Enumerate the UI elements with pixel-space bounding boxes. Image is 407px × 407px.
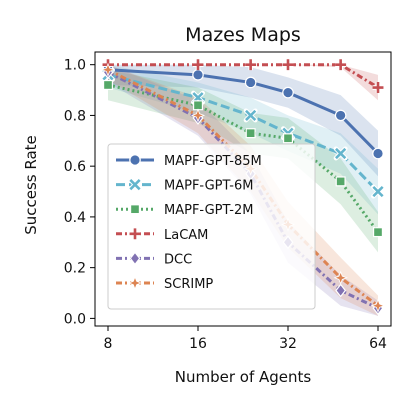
y-tick-label: 0.2 [64,261,86,277]
line-mapf-gpt-85m [107,68,380,155]
axes: 8 16 32 64 0.0 0.2 0.4 0.6 0.8 1.0 [64,51,392,352]
legend: MAPF-GPT-85M MAPF-GPT-6M MAPF-GPT-2M LaCAM D… [107,143,316,310]
point-lacam-32 [282,59,294,71]
legend-marker-mapf-gpt-85m [129,154,141,166]
point-mapf-gpt-6m-64 [371,184,385,199]
line-scrimp [107,68,379,307]
point-mapf-gpt-85m-16 [192,69,204,81]
band-lacam [108,64,378,101]
line-mapf-gpt-2m [107,83,380,234]
point-scrimp-48 [333,270,348,285]
band-mapf-gpt-6m [108,64,378,215]
point-lacam-64 [372,82,384,93]
legend-marker-lacam [129,228,141,240]
x-tick-label: 64 [369,336,387,352]
point-mapf-gpt-6m-24 [243,108,258,123]
chart-title: Mazes Maps [185,24,301,46]
point-scrimp-16 [190,108,206,123]
y-tick-label: 0.0 [64,311,86,327]
point-lacam-24 [245,59,257,71]
point-mapf-gpt-2m-64 [372,227,384,238]
y-tick-label: 0.8 [64,108,86,124]
series-lines [107,63,380,310]
point-scrimp-64 [370,298,386,313]
point-mapf-gpt-85m-64 [372,147,384,160]
point-mapf-gpt-6m-48 [333,146,348,161]
x-tick-label: 8 [104,336,113,352]
point-scrimp-8 [100,62,116,77]
legend-label-scrimp: SCRIMP [164,277,213,292]
y-tick-label: 1.0 [64,58,86,74]
legend-marker-mapf-gpt-6m [128,177,142,192]
point-mapf-gpt-2m-24 [245,128,256,139]
legend-label-lacam: LaCAM [164,228,208,243]
x-tick-label: 16 [189,336,207,352]
x-axis-label: Number of Agents [175,368,312,386]
y-tick-label: 0.6 [64,159,86,175]
band-mapf-gpt-2m [108,69,378,253]
point-lacam-48 [335,59,347,71]
line-lacam [108,63,379,89]
y-axis-label: Success Rate [22,135,40,235]
point-mapf-gpt-85m-24 [244,76,257,89]
legend-label-dcc: DCC [164,252,192,267]
legend-marker-dcc [129,251,141,266]
legend-label-mapf-gpt-2m: MAPF-GPT-2M [164,203,253,218]
legend-label-mapf-gpt-6m: MAPF-GPT-6M [164,179,253,194]
point-mapf-gpt-85m-48 [334,109,347,122]
y-tick-label: 0.4 [64,210,86,226]
series-markers [100,59,386,316]
band-mapf-gpt-85m [108,64,378,177]
point-mapf-gpt-85m-32 [282,86,294,99]
point-lacam-16 [192,59,204,71]
point-mapf-gpt-2m-8 [102,79,114,91]
point-mapf-gpt-2m-48 [335,176,346,187]
line-dcc [107,70,379,310]
legend-marker-mapf-gpt-2m [129,204,141,215]
legend-box [107,143,316,310]
legend-label-mapf-gpt-85m: MAPF-GPT-85M [164,154,262,169]
plot-frame [94,51,392,327]
legend-marker-scrimp [127,275,143,291]
x-tick-label: 32 [279,336,297,352]
point-dcc-48 [335,283,347,298]
point-mapf-gpt-2m-32 [282,133,294,144]
